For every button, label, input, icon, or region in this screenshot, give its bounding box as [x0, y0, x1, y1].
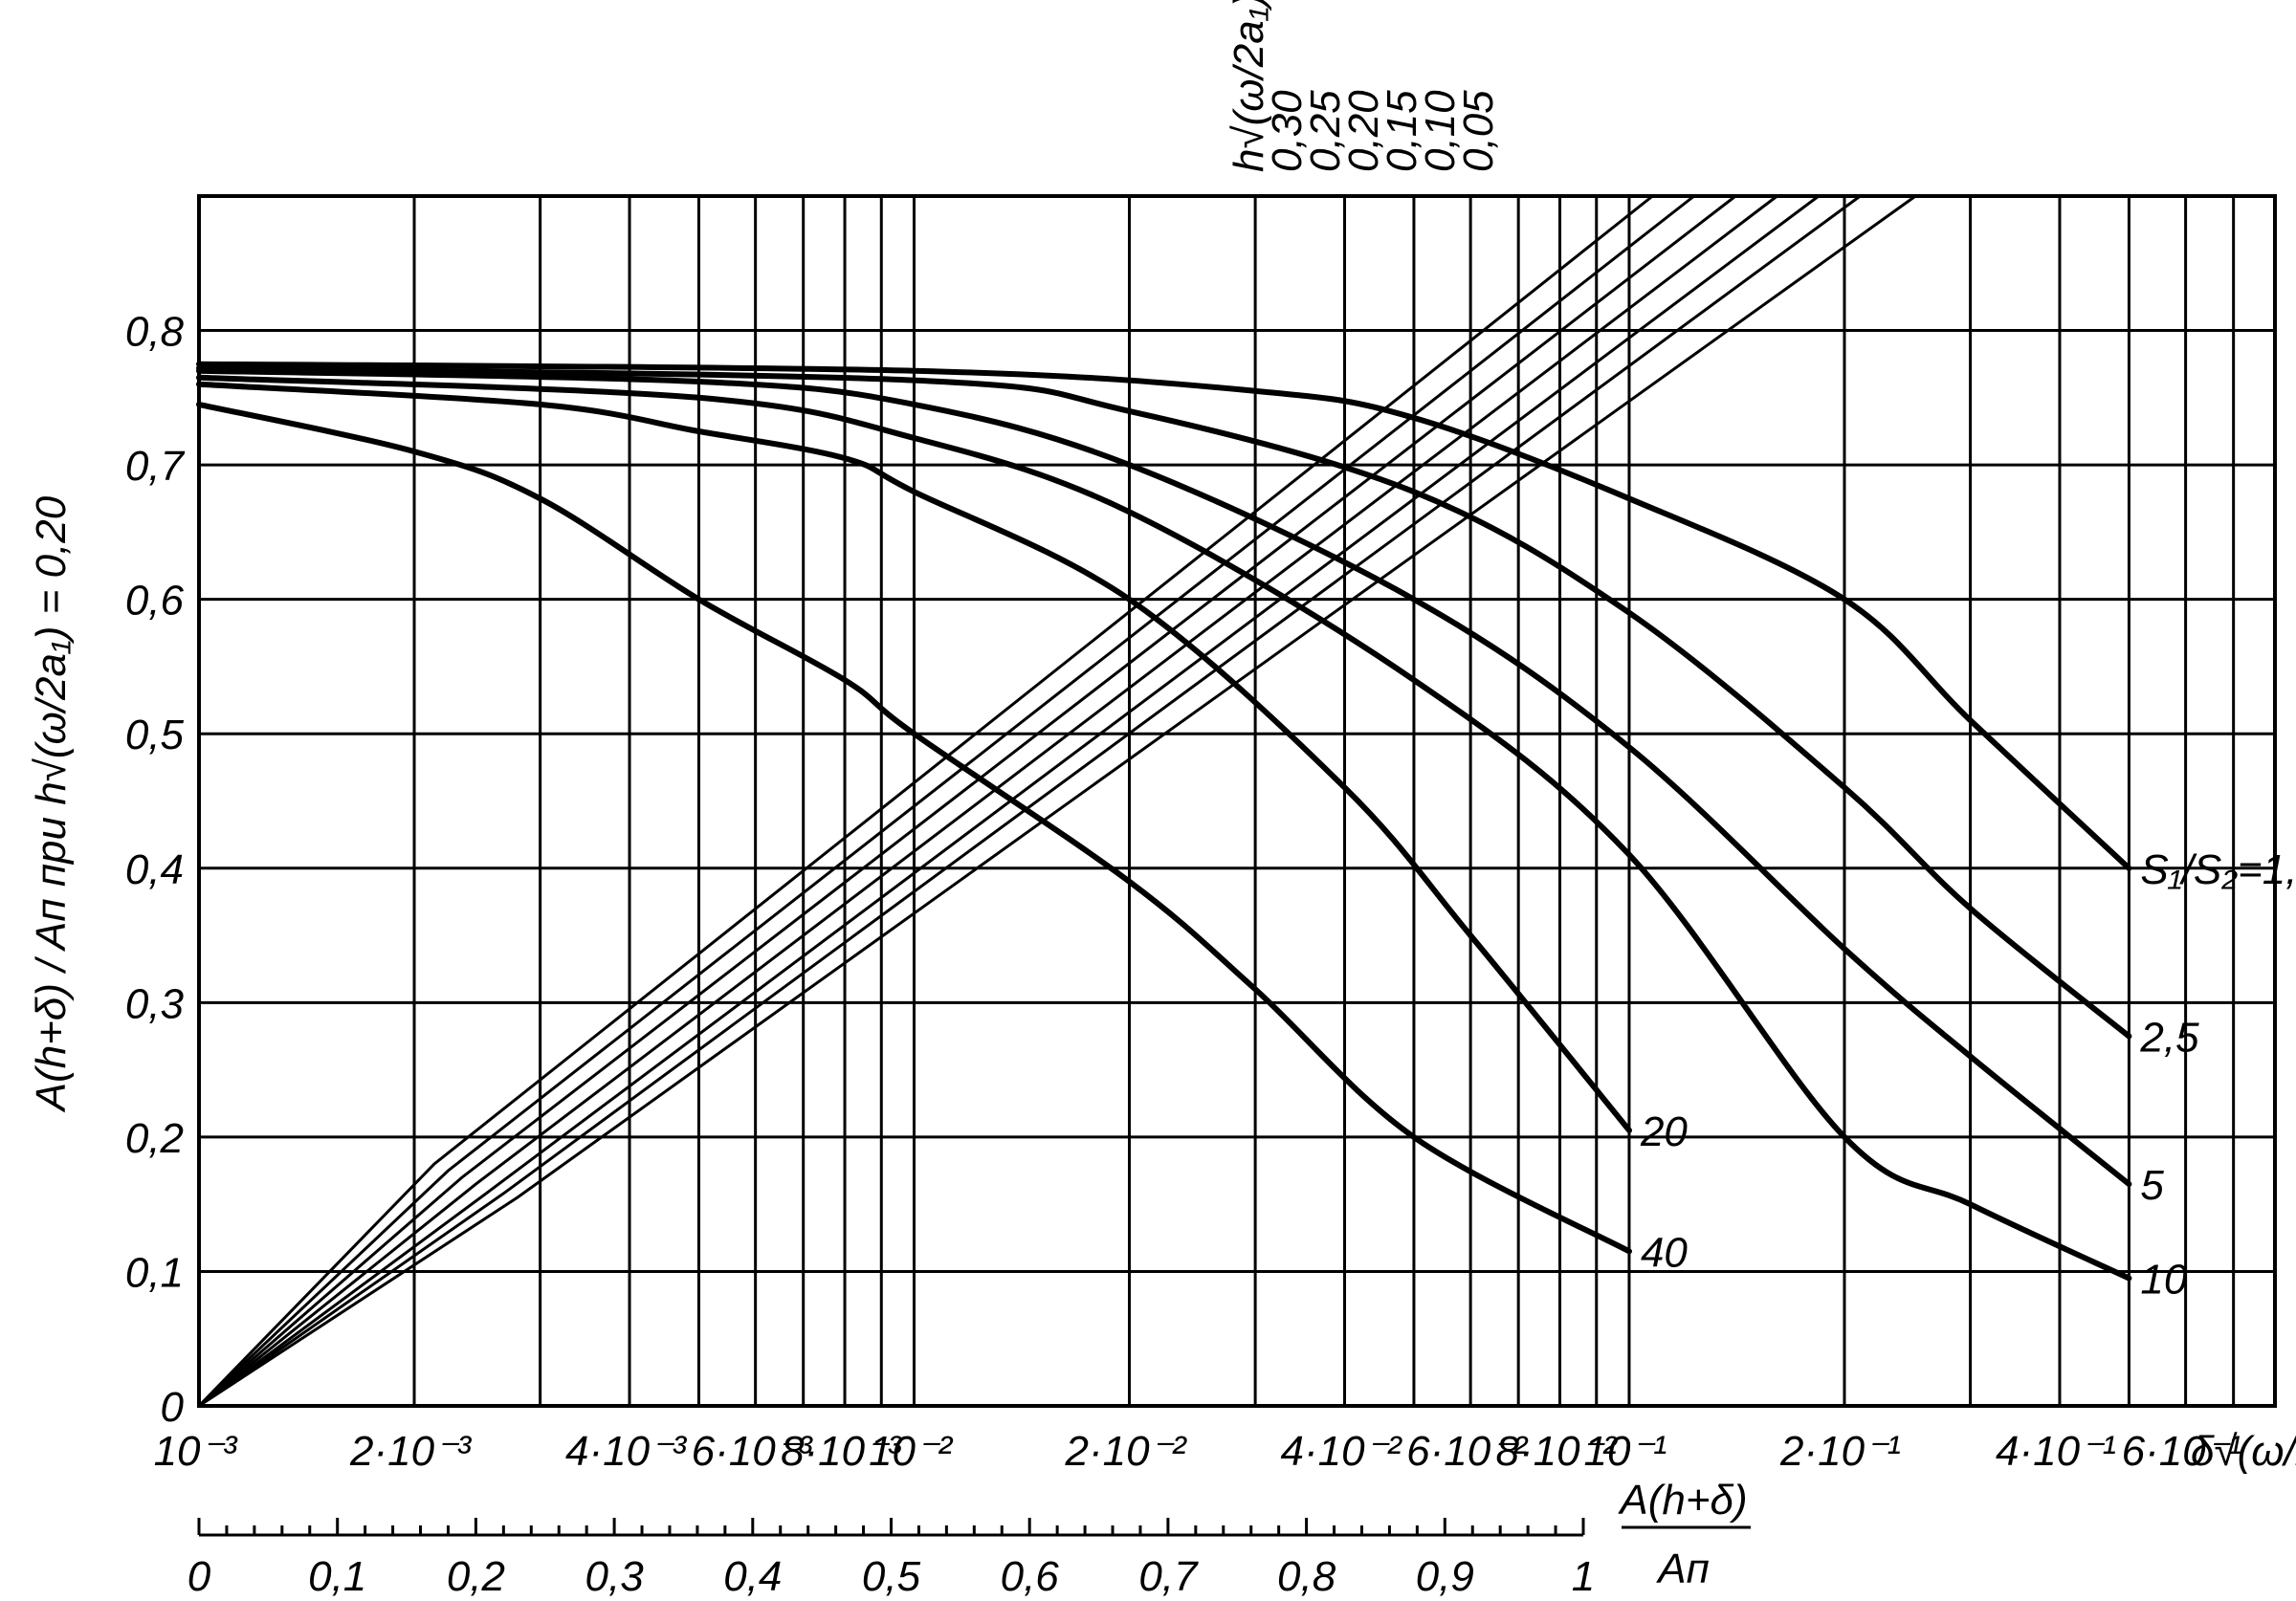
h-line-0-30	[197, 194, 1695, 1408]
x-linear-tick-label: 0,4	[723, 1553, 782, 1600]
x-linear-tick-label: 0	[188, 1553, 211, 1600]
labels: 0 0,1 0,2 0,3 0,4 0,5 0,6 0,7 0,8 10⁻³ 2·10⁻³ 4·10⁻…	[28, 0, 2296, 1600]
h-line-0-20	[198, 194, 1778, 1408]
x-log-tick-label: 4·10⁻²	[1281, 1428, 1402, 1475]
y-tick-label: 0,1	[125, 1249, 184, 1296]
x-linear-tick-label: 0,8	[1277, 1553, 1336, 1600]
h-lines	[197, 194, 1917, 1408]
x-log-tick-label: 6·10⁻²	[1406, 1428, 1528, 1475]
ratio-curve-label: 10	[2140, 1256, 2187, 1303]
ratio-curve-label: 5	[2140, 1162, 2164, 1209]
x-linear-tick-label: 1	[1572, 1553, 1595, 1600]
x-log-tick-label: 10⁻²	[869, 1428, 953, 1475]
x-log-tick-label: 4·10⁻³	[565, 1428, 687, 1475]
h-line-0-10	[198, 194, 1862, 1408]
y-tick-label: 0,2	[125, 1115, 184, 1162]
y-tick-label: 0,7	[125, 443, 186, 490]
h-line-label: 0,15	[1379, 90, 1425, 172]
h-line-0-25	[198, 194, 1737, 1408]
ratio-curve-label: 2,5	[2139, 1014, 2199, 1061]
x-linear-tick-label: 0,2	[447, 1553, 505, 1600]
x-log-tick-label: 8·10⁻²	[1496, 1428, 1618, 1475]
x-linear-axis-title-num: A(h+δ)	[1617, 1477, 1747, 1524]
x-linear-tick-label: 0,9	[1416, 1553, 1474, 1600]
h-line-label: 0,25	[1302, 90, 1349, 172]
ratio-curve-label: 40	[1641, 1229, 1688, 1276]
ratio-curve-2-5	[196, 364, 2132, 1040]
x-log-tick-label: 2·10⁻²	[1065, 1428, 1187, 1475]
x-log-tick-label: 6·10⁻³	[692, 1428, 813, 1475]
ratio-curve-10	[196, 374, 2132, 1282]
ratio-curve-5	[196, 367, 2132, 1188]
h-line-0-05	[198, 194, 1917, 1408]
grid	[197, 194, 2277, 1537]
x-linear-tick-label: 0,7	[1138, 1553, 1199, 1600]
h-line-label: h√(ω/2a₁)=0,35	[1225, 0, 1272, 172]
y-tick-label: 0,8	[125, 309, 185, 356]
x-log-tick-label: 10⁻¹	[1584, 1428, 1667, 1475]
x-log-tick-label: 4·10⁻¹	[1996, 1428, 2116, 1475]
h-line-0-35	[197, 194, 1654, 1408]
h-line-label: 0,30	[1264, 90, 1311, 172]
x-linear-tick-label: 0,5	[862, 1553, 921, 1600]
y-tick-label: 0,3	[125, 980, 185, 1027]
h-line-label: 0,10	[1417, 90, 1464, 172]
h-line-label: 0,20	[1340, 90, 1387, 172]
h-line-label: 0,05	[1455, 90, 1502, 172]
x-log-tick-label: 6·10⁻¹	[2122, 1428, 2242, 1475]
h-line-0-15	[198, 194, 1820, 1408]
x-linear-tick-label: 0,3	[585, 1553, 645, 1600]
y-tick-label: 0	[161, 1384, 185, 1431]
x-linear-tick-label: 0,1	[308, 1553, 366, 1600]
x-log-tick-label: 2·10⁻¹	[1779, 1428, 1901, 1475]
x-linear-tick-label: 0,6	[1001, 1553, 1060, 1600]
y-tick-label: 0,6	[125, 578, 185, 625]
x-log-tick-label: 10⁻³	[154, 1428, 238, 1475]
ratio-curve-20	[196, 381, 1632, 1133]
y-tick-label: 0,5	[125, 712, 185, 758]
x-log-tick-label: 2·10⁻³	[349, 1428, 472, 1475]
y-tick-label: 0,4	[125, 846, 184, 893]
ratio-curve-label: 20	[1640, 1108, 1688, 1155]
ratio-curve-label: S₁/S₂=1,25	[2140, 846, 2296, 893]
ratio-curve-1-25	[196, 361, 2132, 871]
ratio-curve-40	[196, 401, 1632, 1255]
x-log-axis-title: δ√(ω/2a₂)	[2191, 1428, 2296, 1475]
ratio-curves	[196, 361, 2132, 1282]
x-linear-axis-title-den: Aп	[1655, 1546, 1710, 1592]
x-log-tick-label: 8·10⁻³	[781, 1428, 902, 1475]
y-axis-title: A(h+δ) / Aп при h√(ω/2a₁) = 0,20	[28, 495, 75, 1113]
y-axis-title-main: A(h+δ) / Aп при h√(ω/2a₁) = 0,20	[28, 495, 75, 1113]
